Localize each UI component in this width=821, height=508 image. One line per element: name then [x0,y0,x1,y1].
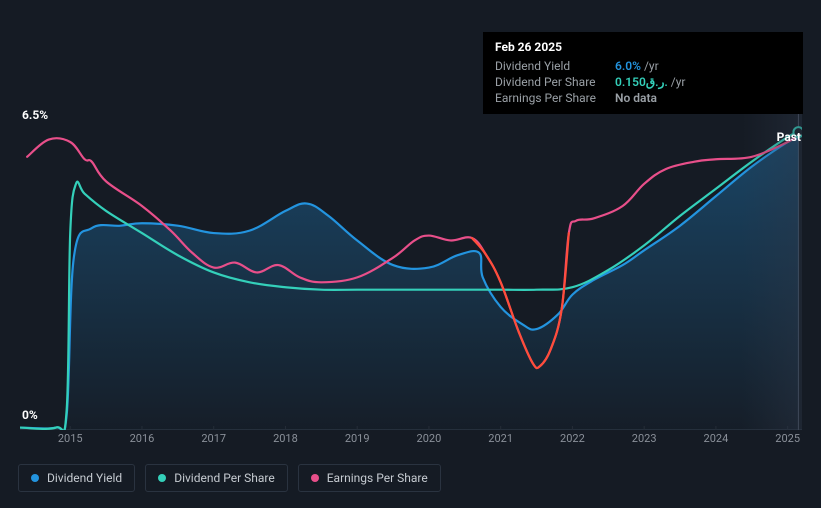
tooltip-row-value: No data [615,91,657,105]
x-axis: 2015 2016 2017 2018 2019 2020 2021 2022 2023 2024… [20,432,802,452]
chart-future-shade [742,110,802,430]
x-axis-tick: 2025 [775,432,800,445]
tooltip-title: Feb 26 2025 [495,40,791,54]
legend-dot-icon [158,474,166,482]
legend-item[interactable]: Dividend Per Share [145,464,288,492]
legend-item[interactable]: Earnings Per Share [298,464,441,492]
x-axis-tick: 2019 [345,432,370,445]
x-axis-tick: 2024 [704,432,729,445]
tooltip-row-unit: /yr [644,59,659,73]
legend-dot-icon [31,474,39,482]
legend-item-label: Earnings Per Share [327,471,428,485]
legend-dot-icon [311,474,319,482]
tooltip-row: Dividend Yield6.0%/yr [495,58,791,74]
x-axis-tick: 2021 [488,432,513,445]
tooltip-row: Dividend Per Share0.150ر.ق./yr [495,74,791,90]
x-axis-tick: 2017 [201,432,226,445]
tooltip-row-unit: /yr [671,75,686,89]
tooltip-row-value: 6.0% [615,59,641,73]
x-axis-tick: 2016 [130,432,155,445]
x-axis-tick: 2023 [632,432,657,445]
legend-item-label: Dividend Per Share [174,471,275,485]
past-label: Past [777,130,801,144]
x-axis-tick: 2022 [560,432,585,445]
tooltip-row-value: 0.150ر.ق. [615,75,668,89]
x-axis-tick: 2020 [417,432,442,445]
chart-legend: Dividend Yield Dividend Per Share Earnings… [18,464,441,492]
x-axis-tick: 2015 [58,432,83,445]
legend-item-label: Dividend Yield [47,471,122,485]
x-axis-tick: 2018 [273,432,298,445]
chart-tooltip: Feb 26 2025 Dividend Yield6.0%/yrDividen… [483,32,803,114]
chart-plot-area [20,110,802,430]
tooltip-row-label: Earnings Per Share [495,91,615,105]
legend-item[interactable]: Dividend Yield [18,464,135,492]
tooltip-row: Earnings Per ShareNo data [495,90,791,106]
y-axis-min-label: 0% [22,408,38,422]
tooltip-row-label: Dividend Yield [495,59,615,73]
chart-svg [20,110,802,430]
tooltip-row-label: Dividend Per Share [495,75,615,89]
